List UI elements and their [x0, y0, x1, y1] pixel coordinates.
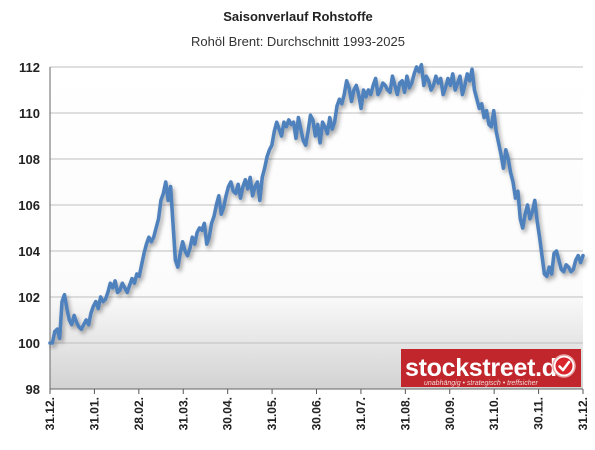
brand-name: stockstreet.de [405, 354, 571, 382]
x-tick-label-5: 31.05. [265, 397, 279, 430]
series-line-0 [48, 62, 585, 345]
x-tick-label-3: 31.03. [176, 397, 190, 430]
chart-subtitle: Rohöl Brent: Durchschnitt 1993-2025 [191, 34, 405, 49]
x-tick-label-2: 28.02. [132, 397, 146, 430]
y-tick-label-102: 102 [18, 290, 40, 305]
axes [49, 67, 583, 390]
brand-logo-box [401, 349, 581, 387]
x-tick-label-8: 31.08. [398, 397, 412, 430]
y-tick-label-110: 110 [19, 106, 40, 121]
series-group [48, 62, 585, 345]
x-tick-label-12: 31.12. [576, 397, 590, 430]
chart-title: Saisonverlauf Rohstoffe [223, 9, 373, 24]
y-tick-label-104: 104 [18, 244, 40, 259]
y-tick-label-112: 112 [19, 60, 40, 75]
y-axis-ticks: 98 100 102 104 106 108 110 112 [18, 60, 40, 397]
y-tick-label-106: 106 [18, 198, 40, 213]
x-axis-ticks: 31.12. 31.01. 28.02. 31.03. 30.04. 31.05. 30.0… [43, 389, 590, 430]
brand-logo: stockstreet.de unabhängig • strategisch … [401, 349, 581, 387]
x-tick-label-4: 30.04. [221, 397, 235, 430]
x-tick-label-10: 31.10. [487, 397, 501, 430]
x-tick-label-9: 30.09. [443, 397, 457, 430]
brand-tagline: unabhängig • strategisch • treffsicher [424, 380, 539, 387]
checkmark-icon [552, 354, 576, 378]
x-tick-label-0: 31.12. [43, 397, 57, 430]
x-tick-label-11: 30.11. [532, 397, 546, 430]
x-tick-label-6: 30.06. [310, 397, 324, 430]
y-tick-label-108: 108 [18, 152, 40, 167]
x-tick-label-7: 31.07. [354, 397, 368, 430]
y-tick-label-98: 98 [26, 382, 40, 397]
y-tick-label-100: 100 [18, 336, 40, 351]
x-tick-label-1: 31.01. [87, 397, 101, 430]
plot-area [50, 67, 583, 389]
